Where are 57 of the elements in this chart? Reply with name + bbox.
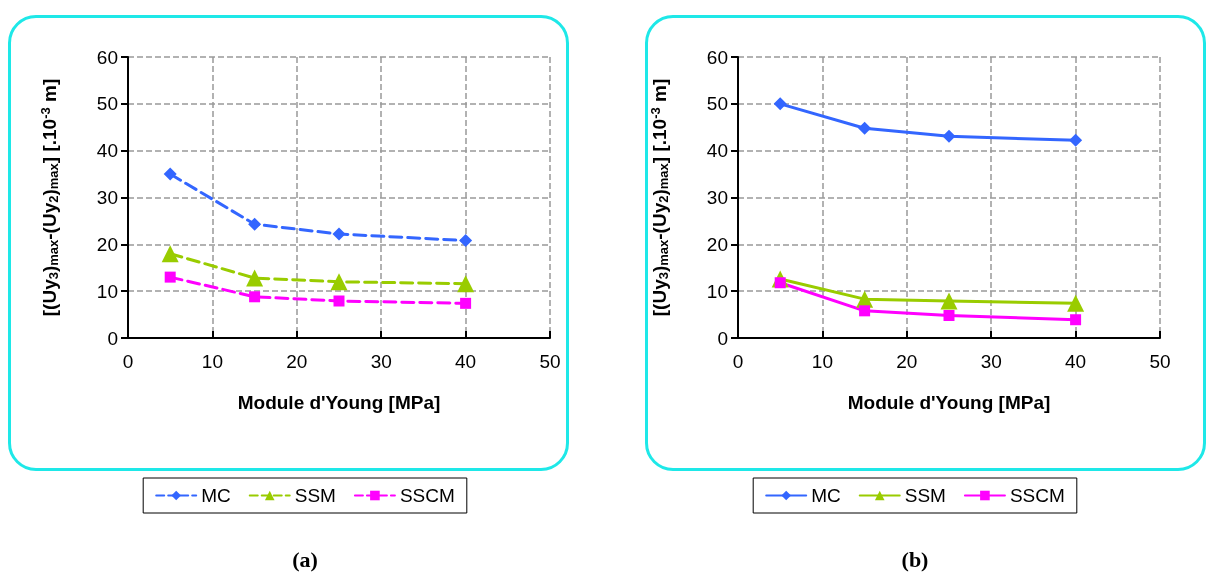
legend-label: SSCM [399,485,455,506]
y-tick-label: 30 [706,187,728,208]
y-tick-label: 20 [706,233,728,255]
x-tick-label: 40 [455,351,477,372]
point [163,167,177,181]
point [248,217,262,231]
x-axis-title: Module d'Young [MPa] [847,392,1051,413]
x-tick-label: 50 [539,351,561,372]
x-tick-label: 30 [980,351,1002,372]
x-tick-label: 10 [811,351,833,372]
legend-label: MC [201,485,231,506]
point [161,245,179,263]
legend-label: SSM [904,485,946,506]
y-tick-label: 10 [706,280,728,302]
point [460,297,472,309]
text: (b) [901,546,929,572]
point [943,310,955,322]
x-tick-label: 20 [286,351,308,372]
point [246,269,264,287]
point [1067,294,1085,312]
y-tick-label: 50 [706,93,728,115]
point [859,305,871,317]
point [773,97,787,111]
y-tick-label: 0 [107,327,118,349]
y-tick-label: 60 [706,46,728,68]
x-tick-label: 30 [370,351,392,372]
x-tick-label: 0 [122,351,134,372]
point [330,273,348,291]
point [333,295,345,307]
point [459,234,473,248]
point [457,275,475,293]
x-tick-label: 20 [896,351,918,372]
x-tick-label: 40 [1065,351,1087,372]
y-tick-label: 40 [706,140,728,162]
x-axis-title: Module d'Young [MPa] [237,392,441,413]
text: (a) [292,546,318,572]
legend-label: MC [811,485,841,506]
x-tick-label: 50 [1149,351,1171,372]
point [942,129,956,143]
point [1069,133,1083,147]
point [164,271,176,283]
point [249,291,261,303]
y-tick-label: 30 [96,187,118,208]
point [940,292,958,310]
legend-label: SSM [294,485,336,506]
point [858,121,872,135]
point [332,227,346,241]
point [1070,314,1082,326]
y-tick-label: 40 [96,140,118,162]
y-tick-label: 60 [96,46,118,68]
y-tick-label: 10 [96,280,118,302]
y-tick-label: 50 [96,93,118,115]
legend-label: SSCM [1009,485,1065,506]
y-tick-label: 20 [96,233,118,255]
x-tick-label: 0 [732,351,744,372]
y-tick-label: 0 [717,327,728,349]
x-tick-label: 10 [201,351,223,372]
